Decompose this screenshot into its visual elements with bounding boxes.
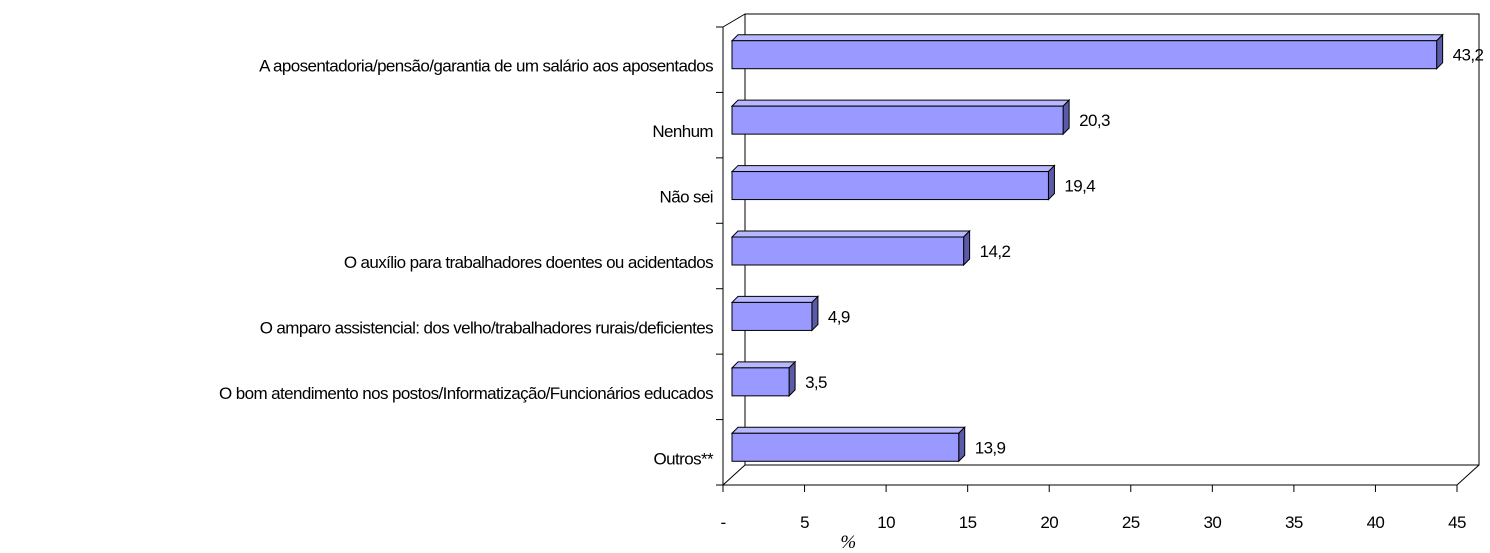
x-tick-label: 35 (1285, 513, 1303, 532)
category-label: Outros** (654, 449, 714, 468)
value-label: 3,5 (805, 373, 827, 392)
back-wall (744, 13, 1480, 466)
bar (731, 171, 1049, 201)
value-label: 19,4 (1064, 177, 1095, 196)
bar-top (730, 230, 971, 238)
bar (731, 432, 960, 462)
depth-edge (722, 13, 746, 28)
bar (731, 105, 1064, 135)
value-label: 14,2 (980, 242, 1011, 261)
depth-edge (1456, 464, 1480, 486)
bar-side (811, 295, 819, 332)
bar-top (730, 99, 1071, 107)
value-label: 4,9 (828, 307, 850, 326)
bar (731, 301, 813, 331)
bar-side (963, 229, 971, 267)
value-label: 43,2 (1453, 46, 1484, 65)
x-tick-label: - (720, 513, 725, 532)
bar-side (1062, 98, 1070, 136)
category-label: Nenhum (652, 122, 713, 141)
value-label: 13,9 (975, 438, 1006, 457)
x-axis-label: % (840, 532, 855, 553)
value-label: 20,3 (1079, 111, 1110, 130)
bar-top (730, 165, 1056, 173)
bar (731, 236, 965, 266)
bar-top (730, 426, 966, 434)
category-label: Não sei (660, 188, 713, 207)
category-label: O auxílio para trabalhadores doentes ou … (344, 253, 713, 272)
depth-edge (722, 464, 746, 486)
bar-top (730, 361, 797, 369)
x-tick-label: 30 (1203, 513, 1221, 532)
x-tick-label: 10 (877, 513, 895, 532)
bar (731, 367, 790, 397)
x-tick-label: 20 (1040, 513, 1058, 532)
x-tick-label: 25 (1122, 513, 1140, 532)
x-tick-label: 40 (1367, 513, 1385, 532)
category-label: O bom atendimento nos postos/Informatiza… (219, 384, 713, 403)
bar-side (958, 426, 966, 463)
category-label: O amparo assistencial: dos velho/trabalh… (260, 318, 713, 337)
category-label: A aposentadoria/pensão/garantia de um sa… (259, 57, 713, 76)
x-tick-label: 45 (1448, 513, 1466, 532)
bar-side (1047, 164, 1055, 201)
bar-top (730, 295, 820, 303)
bar-side (1436, 33, 1444, 70)
x-tick-label: 5 (800, 513, 809, 532)
x-tick-label: 15 (959, 513, 977, 532)
bar-top (730, 34, 1444, 42)
bar-side (788, 360, 796, 398)
bar (731, 40, 1438, 70)
